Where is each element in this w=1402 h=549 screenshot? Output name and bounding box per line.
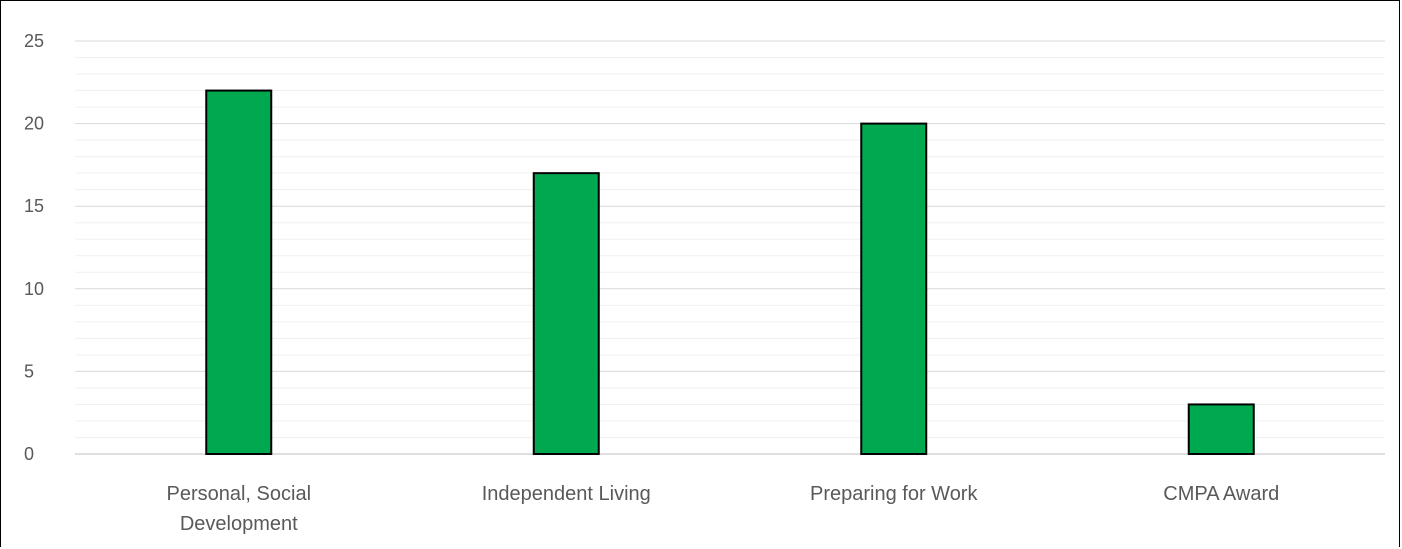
bar	[532, 172, 600, 455]
x-category-label: CMPA Award	[1163, 483, 1279, 505]
x-category-label: Independent Living	[482, 483, 651, 505]
bar	[1187, 403, 1255, 456]
y-tick-label: 5	[24, 361, 34, 381]
y-tick-label: 20	[24, 114, 44, 134]
y-tick-label: 15	[24, 196, 44, 216]
x-axis-labels: Personal, Social Development Independent L…	[166, 483, 1279, 535]
x-category-label: Preparing for Work	[810, 483, 978, 505]
y-axis: 0 5 10 15 20 25	[24, 31, 44, 464]
bar	[205, 89, 273, 455]
y-tick-label: 25	[24, 31, 44, 51]
gridlines	[75, 40, 1385, 455]
bars	[205, 89, 1255, 456]
y-tick-label: 0	[24, 444, 34, 464]
y-tick-label: 10	[24, 279, 44, 299]
x-category-label: Personal, Social Development	[166, 483, 311, 535]
bar	[860, 122, 928, 455]
